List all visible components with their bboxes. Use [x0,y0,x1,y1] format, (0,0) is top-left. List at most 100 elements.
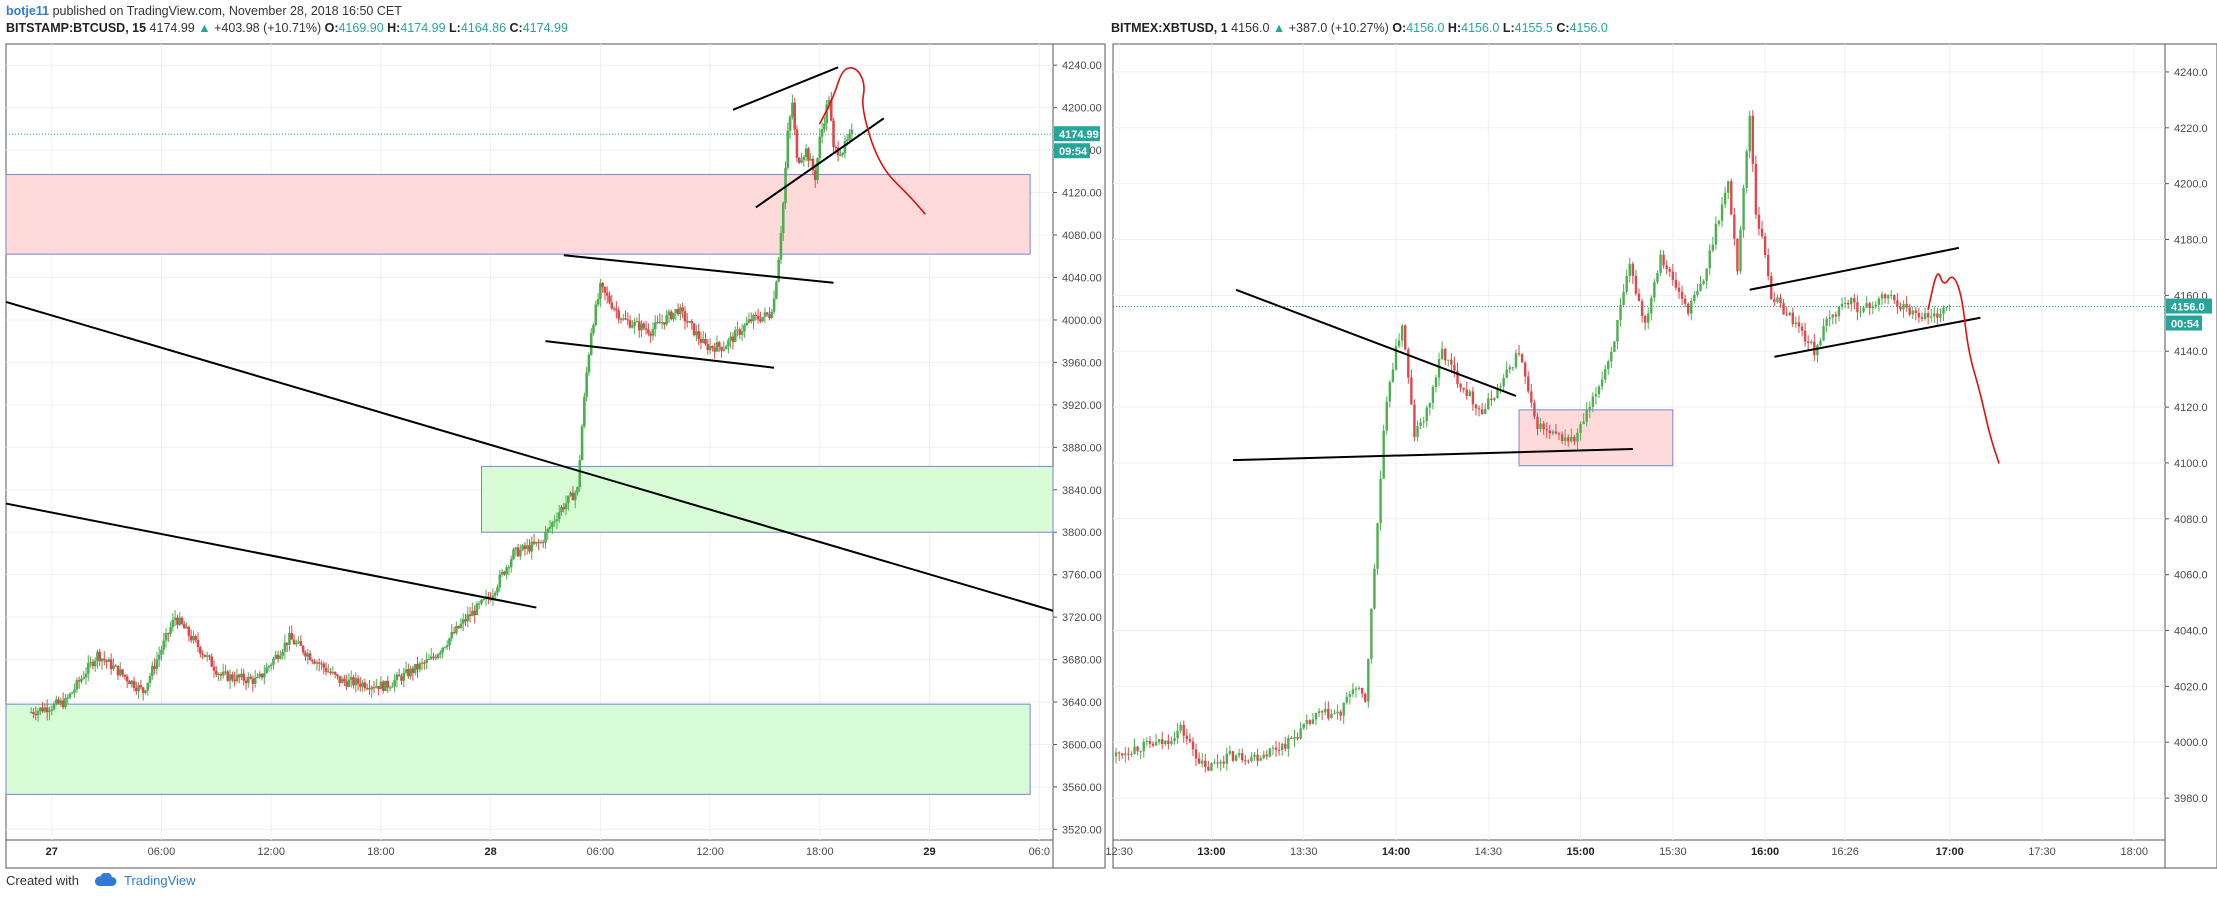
candle[interactable] [1831,313,1834,325]
candle[interactable] [621,313,625,322]
candle[interactable] [393,674,396,693]
candle[interactable] [137,682,140,699]
candle[interactable] [1351,682,1355,698]
candle[interactable] [1225,747,1229,771]
candle[interactable] [1603,365,1607,383]
candle[interactable] [557,505,561,523]
candle[interactable] [525,538,529,555]
candle[interactable] [544,526,547,549]
candle[interactable] [167,632,170,642]
candle[interactable] [1136,745,1139,756]
candle[interactable] [107,657,111,663]
candle[interactable] [235,668,239,684]
candle[interactable] [1573,434,1576,446]
candle[interactable] [1539,417,1542,433]
candle[interactable] [212,660,216,678]
candle[interactable] [1256,748,1259,767]
candle[interactable] [1748,110,1751,159]
candle[interactable] [1385,396,1388,435]
candle[interactable] [779,225,783,265]
candle[interactable] [1597,384,1601,399]
candle[interactable] [1302,723,1305,730]
candle[interactable] [647,323,650,337]
candle[interactable] [1247,759,1250,765]
candle[interactable] [313,658,316,665]
candle[interactable] [1902,300,1905,318]
candle[interactable] [823,116,826,133]
candle[interactable] [171,613,175,632]
candle[interactable] [1567,434,1570,447]
candle[interactable] [459,618,463,630]
candle[interactable] [1219,759,1222,772]
candle[interactable] [1305,714,1308,730]
candle[interactable] [765,311,769,317]
trendline[interactable] [1232,447,1633,462]
candle[interactable] [1696,283,1699,298]
candle[interactable] [148,672,152,688]
candle[interactable] [135,681,138,695]
candle[interactable] [411,665,415,681]
candle[interactable] [178,612,182,627]
candle[interactable] [1201,752,1204,768]
candle[interactable] [1785,306,1788,317]
candle[interactable] [1514,349,1518,370]
candle[interactable] [189,629,193,643]
candle[interactable] [583,392,586,429]
candle[interactable] [1600,371,1604,391]
candle[interactable] [1367,658,1370,708]
candle[interactable] [541,539,545,549]
candle[interactable] [1920,312,1924,322]
candle[interactable] [729,331,732,349]
candle[interactable] [1191,737,1195,757]
candle[interactable] [45,699,49,721]
candle[interactable] [1576,428,1579,449]
candle[interactable] [528,539,531,554]
candle[interactable] [1231,750,1235,763]
candle[interactable] [1216,754,1219,769]
candle[interactable] [580,423,584,461]
candle[interactable] [146,682,150,696]
candle[interactable] [1828,310,1831,327]
candle[interactable] [1736,238,1739,276]
candle[interactable] [1154,733,1158,746]
candle[interactable] [445,640,449,650]
candle[interactable] [1419,418,1422,430]
candle[interactable] [84,667,88,685]
candle[interactable] [537,539,540,551]
candle[interactable] [219,672,223,681]
candle[interactable] [57,696,60,705]
candle[interactable] [73,683,76,698]
candle[interactable] [96,649,99,669]
candle[interactable] [1594,386,1598,405]
candle[interactable] [1871,301,1874,315]
candle[interactable] [208,654,211,661]
candle[interactable] [795,125,799,163]
candle[interactable] [317,658,321,672]
candle[interactable] [605,286,609,304]
candle[interactable] [695,324,698,342]
candle[interactable] [1382,424,1385,479]
chart-panel-btcusd[interactable]: 3520.00 3560.00 3600.00 3640.00 3680.00 3720.… [5,43,1106,869]
candle[interactable] [640,320,643,338]
candle[interactable] [653,315,657,337]
candle[interactable] [464,613,467,627]
candle[interactable] [1933,306,1936,324]
candle[interactable] [247,672,250,688]
candle[interactable] [786,122,790,170]
candle[interactable] [681,302,684,319]
candle[interactable] [1886,294,1890,305]
candle[interactable] [674,308,678,321]
candle[interactable] [505,564,508,580]
candle[interactable] [68,692,72,700]
candle[interactable] [615,301,618,319]
candle[interactable] [352,674,355,689]
candle[interactable] [548,520,552,533]
candle[interactable] [1794,316,1798,329]
candle[interactable] [297,636,300,644]
candle[interactable] [1840,297,1844,310]
candle[interactable] [617,306,620,324]
candle[interactable] [571,485,575,501]
candle[interactable] [592,323,595,336]
candle[interactable] [395,672,399,688]
candle[interactable] [825,99,828,131]
